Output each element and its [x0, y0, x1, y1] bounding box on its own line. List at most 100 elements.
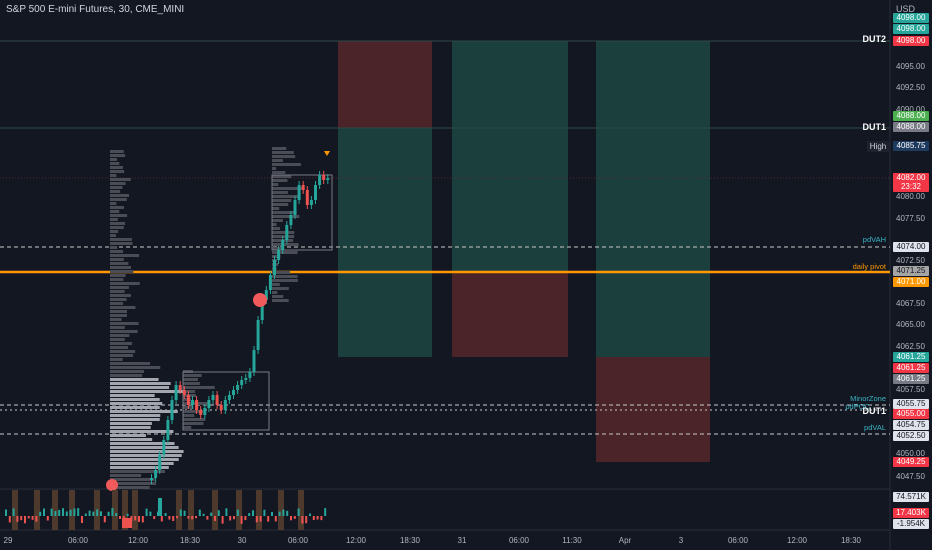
- candle-body: [260, 300, 264, 320]
- profile-bar: [110, 278, 124, 281]
- profile-bar: [272, 255, 281, 258]
- price-tag: 4098.00: [893, 13, 929, 23]
- price-tick-label: 4065.00: [896, 320, 925, 329]
- volume-bar: [212, 490, 218, 530]
- volume-bar: [69, 490, 75, 530]
- sell-signal-marker[interactable]: [253, 293, 267, 307]
- price-tag: 4054.75: [893, 420, 929, 430]
- delta-bar: [134, 516, 137, 521]
- delta-bar: [73, 508, 76, 516]
- chart-title[interactable]: S&P 500 E-mini Futures, 30, CME_MINI: [6, 4, 185, 15]
- profile-bar: [110, 346, 129, 349]
- candle-body: [236, 385, 240, 390]
- profile-bar: [110, 442, 175, 445]
- delta-bar: [126, 513, 129, 516]
- profile-bar: [110, 314, 128, 317]
- profile-bar: [183, 418, 206, 421]
- profile-bar: [110, 338, 125, 341]
- profile-bar: [272, 219, 283, 222]
- profile-bar: [272, 207, 280, 210]
- profile-bar: [110, 366, 161, 369]
- short-position-target-zone[interactable]: [338, 128, 432, 357]
- delta-bar: [233, 516, 235, 520]
- profile-bar: [110, 234, 116, 237]
- profile-bar: [110, 254, 140, 257]
- profile-bar: [110, 398, 160, 401]
- delta-bar: [229, 516, 232, 521]
- profile-bar: [110, 462, 174, 465]
- price-tick-label: 4057.50: [896, 385, 925, 394]
- time-tick-label: 18:30: [840, 536, 862, 545]
- delta-bar: [5, 509, 7, 516]
- profile-bar: [110, 450, 184, 453]
- profile-bar: [110, 454, 182, 457]
- price-tag: 23:32: [893, 182, 929, 192]
- delta-bar: [191, 516, 194, 520]
- delta-bar: [195, 516, 197, 519]
- delta-bar: [164, 513, 167, 516]
- short-position-stop-zone[interactable]: [338, 41, 432, 128]
- volume-bar: [256, 490, 262, 530]
- delta-bar: [278, 511, 281, 516]
- profile-bar: [110, 406, 160, 409]
- profile-bar: [110, 306, 136, 309]
- profile-bar: [110, 174, 117, 177]
- profile-bar: [110, 194, 130, 197]
- long-position-target-zone[interactable]: [452, 41, 568, 272]
- profile-bar: [110, 302, 124, 305]
- profile-bar: [183, 378, 198, 381]
- delta-bar: [122, 518, 132, 528]
- profile-bar: [272, 203, 289, 206]
- price-tag: 4055.00: [893, 409, 929, 419]
- profile-bar: [110, 282, 140, 285]
- profile-bar: [272, 211, 297, 214]
- delta-bar: [217, 510, 220, 516]
- candle-body: [256, 320, 260, 350]
- delta-bar: [138, 516, 140, 522]
- delta-bar: [24, 516, 26, 524]
- long-position-stop-zone[interactable]: [452, 272, 568, 357]
- profile-bar: [272, 171, 286, 174]
- delta-bar: [62, 508, 64, 516]
- minor-zone-label: MinorZone: [850, 394, 886, 403]
- value-area-box: [271, 174, 333, 251]
- delta-bar: [119, 516, 121, 520]
- profile-bar: [110, 422, 152, 425]
- candle-body: [273, 260, 276, 275]
- price-tick-label: 4047.50: [896, 472, 925, 481]
- candle-body: [219, 405, 223, 410]
- volume-bar: [236, 490, 242, 530]
- profile-bar: [110, 350, 136, 353]
- price-tick-label: 4080.00: [896, 192, 925, 201]
- profile-bar: [272, 215, 300, 218]
- delta-bar: [274, 516, 277, 522]
- delta-bar: [69, 509, 72, 516]
- candle-body: [211, 395, 215, 400]
- profile-bar: [110, 178, 131, 181]
- long-position-2-target-zone[interactable]: [596, 41, 710, 357]
- profile-bar: [110, 290, 125, 293]
- delta-bar: [255, 516, 258, 523]
- profile-bar: [110, 378, 159, 381]
- delta-bar: [8, 516, 11, 523]
- time-tick-label: Apr: [618, 536, 632, 545]
- profile-bar: [110, 470, 165, 473]
- profile-bar: [110, 386, 170, 389]
- profile-bar: [110, 334, 130, 337]
- currency-label[interactable]: USD: [896, 4, 916, 14]
- volume-bars: [12, 490, 304, 530]
- profile-bar: [110, 402, 163, 405]
- buy-signal-marker[interactable]: [106, 479, 118, 491]
- long-position-2-stop-zone[interactable]: [596, 357, 710, 462]
- price-tick-label: 4092.50: [896, 83, 925, 92]
- candle-body: [252, 350, 256, 372]
- delta-bar: [263, 509, 266, 516]
- delta-bar: [206, 516, 209, 520]
- profile-bar: [110, 318, 122, 321]
- delta-bar: [240, 516, 243, 524]
- delta-bar: [221, 516, 224, 524]
- price-tag: 4098.00: [893, 36, 929, 46]
- candle-body: [154, 470, 158, 478]
- candle-body: [166, 420, 170, 440]
